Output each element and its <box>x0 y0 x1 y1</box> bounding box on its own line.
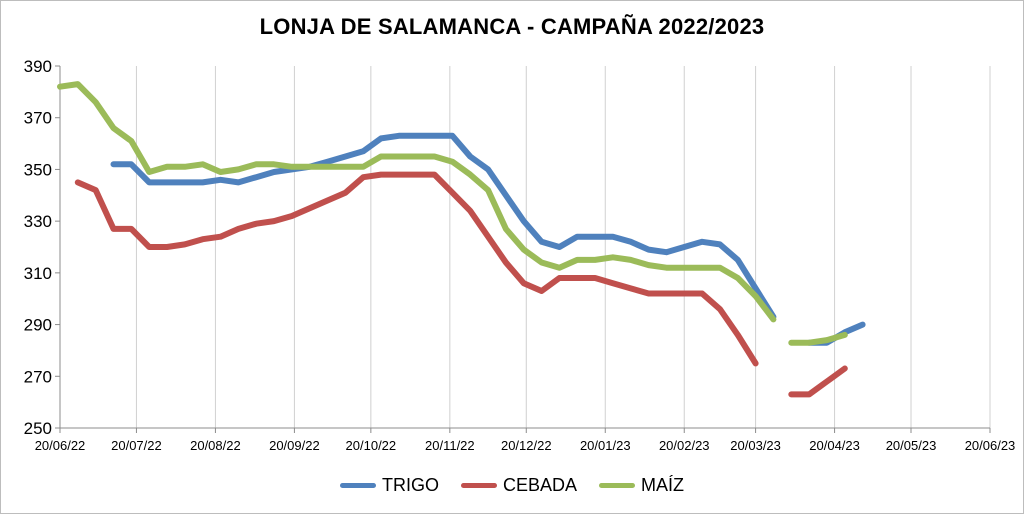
x-tick-label: 20/02/23 <box>659 438 710 453</box>
x-tick-label: 20/07/22 <box>111 438 162 453</box>
chart-title: LONJA DE SALAMANCA - CAMPAÑA 2022/2023 <box>259 14 765 39</box>
legend-label-cebada: CEBADA <box>502 475 578 495</box>
x-tick-label: 20/10/22 <box>346 438 397 453</box>
legend-item-cebada: CEBADA <box>460 475 578 496</box>
x-tick-label: 20/09/22 <box>269 438 320 453</box>
legend-item-maiz: MAÍZ <box>599 475 684 496</box>
x-tick-label: 20/06/22 <box>35 438 86 453</box>
legend-swatch-maiz <box>599 483 636 488</box>
legend-label-maiz: MAÍZ <box>641 475 685 495</box>
y-tick-label: 350 <box>24 160 52 179</box>
legend-label-trigo: TRIGO <box>381 475 439 495</box>
x-tick-label: 20/06/23 <box>965 438 1016 453</box>
series-line-maiz <box>788 331 848 346</box>
y-tick-label: 290 <box>24 316 52 335</box>
y-tick-label: 270 <box>24 367 52 386</box>
series-line-trigo <box>110 132 777 320</box>
series-line-cebada <box>74 171 759 367</box>
y-tick-label: 310 <box>24 264 52 283</box>
legend-item-trigo: TRIGO <box>339 475 439 496</box>
series-line-maiz <box>57 81 777 323</box>
x-tick-label: 20/05/23 <box>886 438 937 453</box>
x-tick-label: 20/03/23 <box>730 438 781 453</box>
legend-swatch-trigo <box>339 483 376 488</box>
x-tick-label: 20/08/22 <box>190 438 241 453</box>
y-tick-label: 330 <box>24 212 52 231</box>
x-tick-label: 20/01/23 <box>580 438 631 453</box>
y-tick-label: 250 <box>24 419 52 438</box>
x-tick-label: 20/04/23 <box>809 438 860 453</box>
chart-legend: TRIGO CEBADA MAÍZ <box>0 475 1024 496</box>
series-line-cebada <box>788 365 848 398</box>
x-tick-label: 20/11/22 <box>425 438 475 453</box>
x-tick-label: 20/12/22 <box>501 438 552 453</box>
y-tick-label: 370 <box>24 109 52 128</box>
y-tick-label: 390 <box>24 57 52 76</box>
legend-swatch-cebada <box>460 483 497 488</box>
